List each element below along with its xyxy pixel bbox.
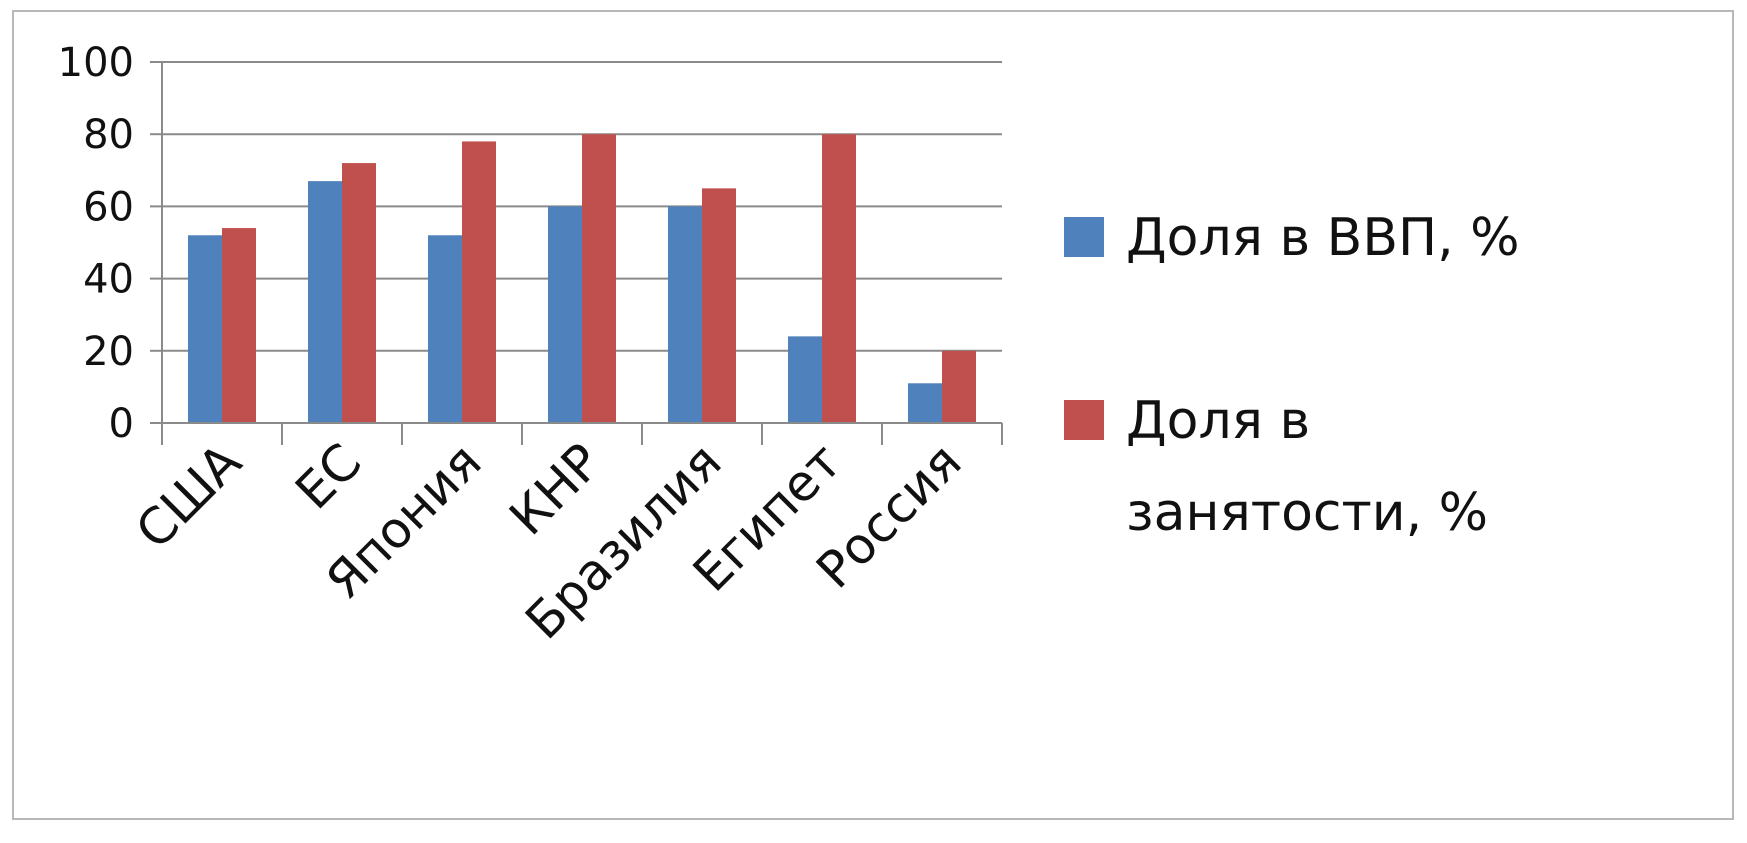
chart-frame: 0 20 40 60 80 100 США ЕС Япония КНР Бразилия Египет… [12,10,1734,820]
category-label: ЕС [284,432,372,520]
legend-label-employment: Доля в занятости, % [1126,391,1488,543]
axes [150,61,1003,445]
bar-employment [462,141,496,424]
legend-label-line: занятости, % [1126,483,1488,543]
y-tick-label: 80 [83,112,134,158]
bar-gdp [788,336,822,423]
bar-gdp [308,181,342,423]
bar-gdp [908,383,942,423]
legend-label-line: Доля в [1126,391,1310,451]
category-label: США [125,432,253,560]
bar-employment [582,134,616,423]
legend-label-gdp: Доля в ВВП, % [1126,208,1520,268]
y-tick-label: 100 [58,40,134,86]
legend-swatch-employment [1064,400,1104,440]
bar-gdp [428,235,462,423]
legend-swatch-gdp [1064,217,1104,257]
bar-employment [702,188,736,423]
bar-employment [822,134,856,423]
bar-employment [942,350,976,423]
bar-gdp [668,206,702,423]
y-tick-label: 40 [83,257,134,303]
y-tick-label: 0 [109,401,134,447]
bars [188,134,976,424]
legend: Доля в ВВП, % Доля в занятости, % [1064,208,1520,543]
bar-employment [222,228,256,423]
y-tick-label: 20 [83,329,134,375]
bar-gdp [548,206,582,423]
bar-employment [342,163,376,423]
y-tick-label: 60 [83,184,134,230]
bar-gdp [188,235,222,423]
